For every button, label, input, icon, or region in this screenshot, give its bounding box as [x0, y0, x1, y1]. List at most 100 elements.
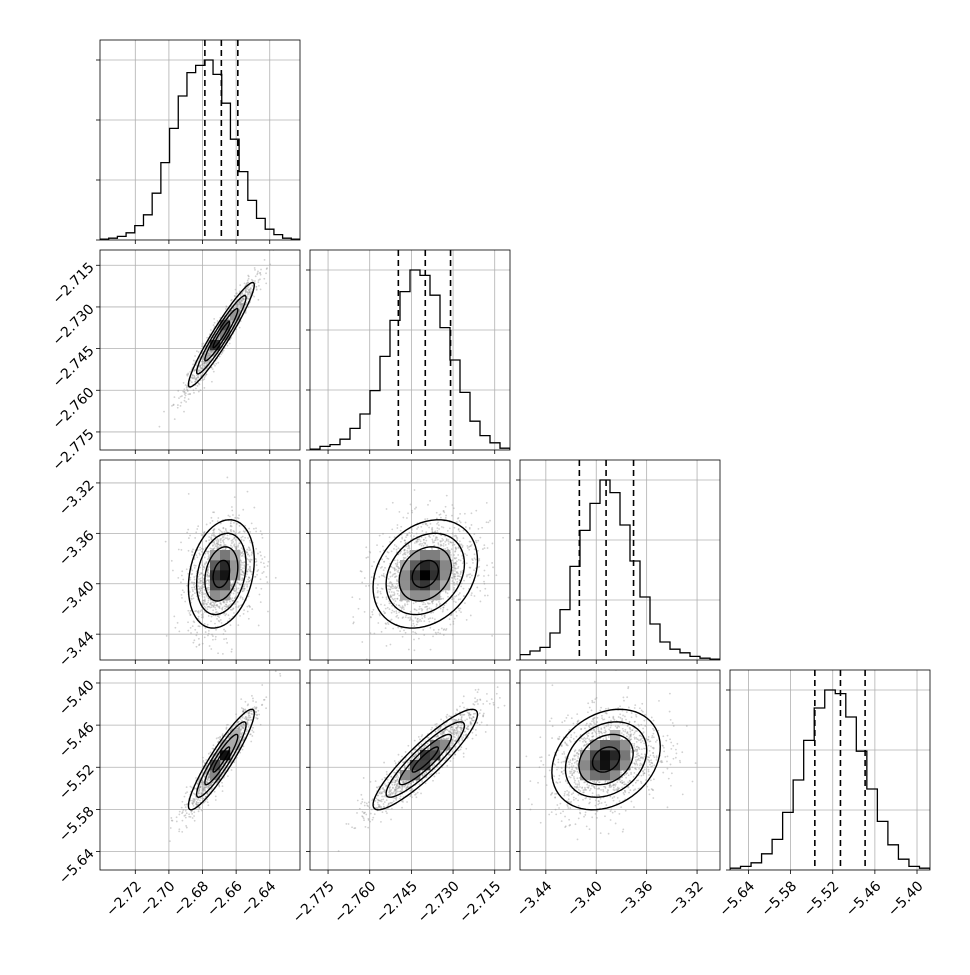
sample-point [217, 543, 219, 545]
sample-point [218, 620, 220, 622]
sample-point [452, 634, 454, 636]
sample-point [263, 571, 265, 573]
sample-point [187, 621, 189, 623]
sample-point [407, 555, 409, 557]
sample-point [478, 574, 480, 576]
sample-point [247, 571, 249, 573]
sample-point [439, 603, 441, 605]
sample-point [381, 558, 383, 560]
sample-point [211, 539, 213, 541]
sample-point [469, 545, 471, 547]
sample-point [418, 638, 420, 640]
sample-point [420, 608, 422, 610]
sample-point [388, 623, 390, 625]
sample-point [203, 387, 205, 389]
sample-point [396, 598, 398, 600]
sample-point [194, 586, 196, 588]
sample-point [420, 526, 422, 528]
sample-point [413, 535, 415, 537]
sample-point [213, 324, 215, 326]
sample-point [217, 517, 219, 519]
sample-point [401, 607, 403, 609]
sample-point [190, 597, 192, 599]
sample-point [255, 527, 257, 529]
sample-point [379, 615, 381, 617]
sample-point [225, 603, 227, 605]
sample-point [396, 583, 398, 585]
sample-point [198, 351, 200, 353]
sample-point [163, 411, 165, 413]
sample-point [378, 576, 380, 578]
sample-point [449, 527, 451, 529]
sample-point [204, 567, 206, 569]
sample-point [459, 531, 461, 533]
sample-point [430, 523, 432, 525]
sample-point [404, 540, 406, 542]
sample-point [203, 574, 205, 576]
sample-point [397, 547, 399, 549]
sample-point [431, 538, 433, 540]
sample-point [234, 517, 236, 519]
sample-point [428, 536, 430, 538]
sample-point [423, 601, 425, 603]
sample-point [389, 589, 391, 591]
sample-point [394, 567, 396, 569]
sample-point [208, 353, 210, 355]
sample-point [380, 604, 382, 606]
sample-point [442, 609, 444, 611]
sample-point [246, 558, 248, 560]
sample-point [181, 570, 183, 572]
sample-point [477, 540, 479, 542]
sample-point [364, 611, 366, 613]
sample-point [261, 558, 263, 560]
sample-point [211, 634, 213, 636]
sample-point [380, 593, 382, 595]
sample-point [435, 538, 437, 540]
sample-point [373, 633, 375, 635]
sample-point [184, 400, 186, 402]
sample-point [392, 610, 394, 612]
sample-point [258, 285, 260, 287]
sample-point [447, 596, 449, 598]
sample-point [370, 617, 372, 619]
sample-point [177, 407, 179, 409]
sample-point [217, 362, 219, 364]
sample-point [219, 533, 221, 535]
sample-point [192, 363, 194, 365]
sample-point [198, 585, 200, 587]
sample-point [473, 569, 475, 571]
sample-point [173, 616, 175, 618]
sample-point [392, 587, 394, 589]
sample-point [359, 598, 361, 600]
density-cell [410, 590, 420, 600]
sample-point [214, 322, 216, 324]
sample-point [458, 608, 460, 610]
sample-point [200, 578, 202, 580]
sample-point [445, 515, 447, 517]
sample-point [241, 306, 243, 308]
sample-point [177, 404, 179, 406]
sample-point [199, 549, 201, 551]
sample-point [453, 563, 455, 565]
sample-point [241, 579, 243, 581]
sample-point [199, 586, 201, 588]
sample-point [454, 527, 456, 529]
sample-point [192, 549, 194, 551]
sample-point [423, 545, 425, 547]
sample-point [410, 611, 412, 613]
sample-point [470, 615, 472, 617]
sample-point [442, 539, 444, 541]
sample-point [482, 548, 484, 550]
sample-point [230, 545, 232, 547]
sample-point [225, 544, 227, 546]
sample-point [396, 612, 398, 614]
sample-point [240, 595, 242, 597]
sample-point [407, 512, 409, 514]
sample-point [413, 625, 415, 627]
sample-point [418, 612, 420, 614]
sample-point [381, 631, 383, 633]
sample-point [414, 649, 416, 651]
sample-point [191, 550, 193, 552]
sample-point [246, 584, 248, 586]
sample-point [242, 567, 244, 569]
